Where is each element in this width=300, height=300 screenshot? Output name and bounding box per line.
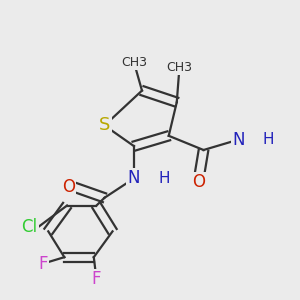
Text: F: F — [92, 270, 101, 288]
Text: N: N — [232, 131, 244, 149]
Text: O: O — [62, 178, 75, 196]
Text: H: H — [158, 171, 169, 186]
Text: H: H — [262, 132, 274, 147]
Text: O: O — [192, 173, 205, 191]
Text: O: O — [62, 178, 75, 196]
Text: Cl: Cl — [22, 218, 38, 236]
Text: CH3: CH3 — [121, 56, 147, 69]
Text: N: N — [128, 169, 140, 188]
Text: CH3: CH3 — [121, 56, 147, 69]
Text: N: N — [232, 131, 244, 149]
Text: F: F — [92, 270, 101, 288]
Text: F: F — [38, 255, 48, 273]
Text: O: O — [192, 173, 205, 191]
Text: N: N — [128, 169, 140, 188]
Text: H: H — [262, 132, 274, 147]
Text: CH3: CH3 — [167, 61, 192, 74]
Text: Cl: Cl — [22, 218, 38, 236]
Text: CH3: CH3 — [167, 61, 192, 74]
Text: S: S — [99, 116, 110, 134]
Text: S: S — [99, 116, 110, 134]
Text: H: H — [158, 171, 169, 186]
Text: F: F — [38, 255, 48, 273]
